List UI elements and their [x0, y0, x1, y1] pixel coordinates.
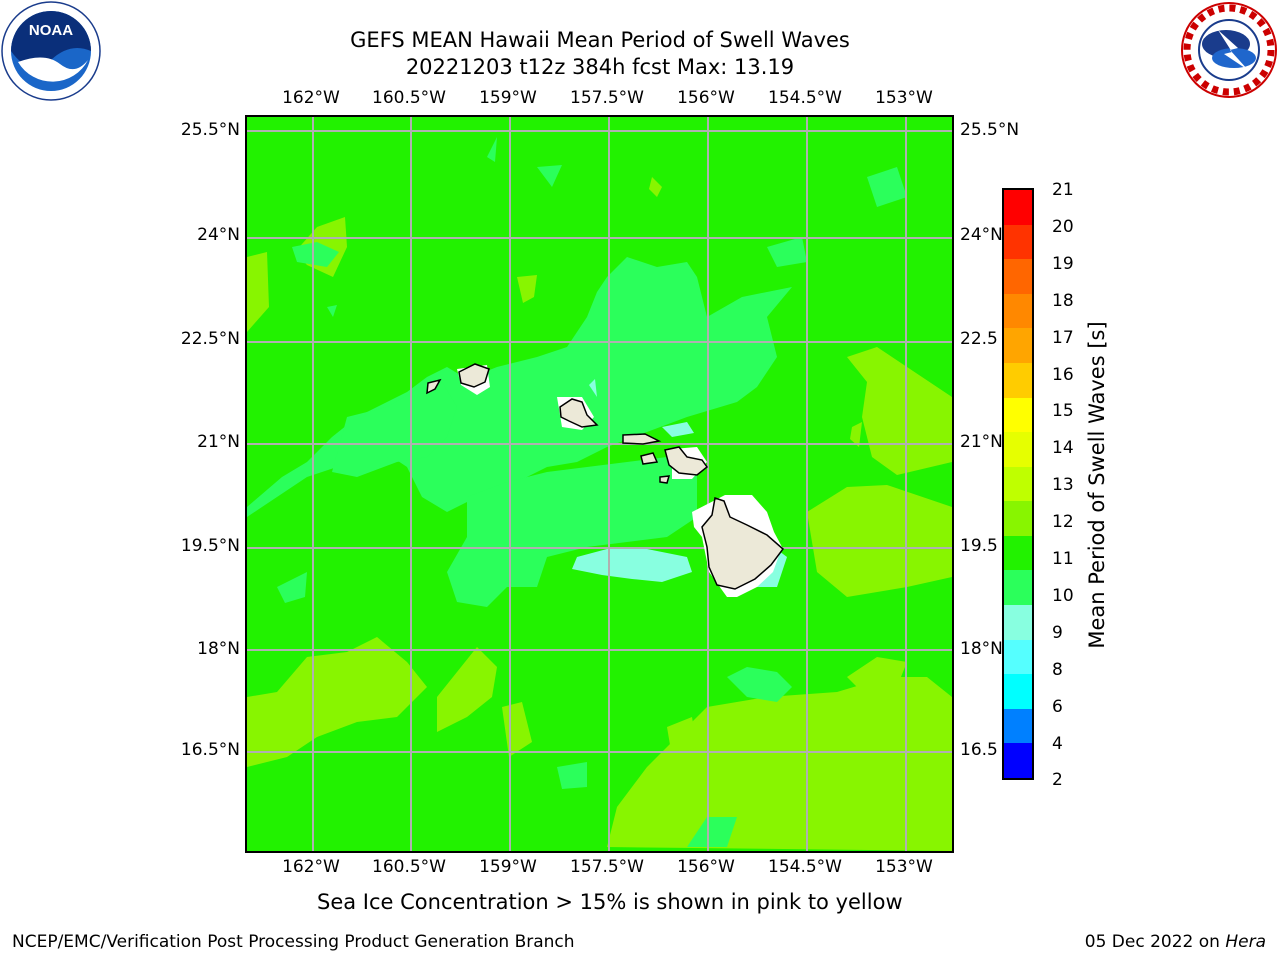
- map-panel: [245, 115, 954, 853]
- lat-tick-left: 24°N: [197, 225, 240, 245]
- kauai-island: [458, 363, 490, 388]
- lat-tick-left: 18°N: [197, 639, 240, 659]
- niihau-island: [426, 378, 442, 395]
- date-value: 05 Dec 2022 on: [1084, 932, 1220, 952]
- molokai-island: [622, 433, 662, 445]
- colorbar-segment: [1004, 224, 1032, 260]
- colorbar-label: 18: [1052, 290, 1074, 311]
- colorbar-label: 13: [1052, 475, 1074, 496]
- colorbar-label: 11: [1052, 549, 1074, 569]
- colorbar-label: 14: [1052, 438, 1074, 459]
- host-name: Hera: [1225, 932, 1266, 952]
- colorbar-segment: [1004, 501, 1032, 537]
- colorbar-segment: [1004, 639, 1032, 675]
- colorbar-segment: [1004, 535, 1032, 571]
- lon-tick-top: 153°W: [875, 88, 933, 108]
- date-text: 05 Dec 2022 on Hera: [1085, 932, 1266, 952]
- colorbar-segment: [1004, 605, 1032, 641]
- sea-ice-note-text: Sea Ice Concentration > 15% is shown in …: [317, 890, 903, 914]
- lon-tick-bottom: 160.5°W: [372, 857, 446, 877]
- lon-tick-top: 157.5°W: [570, 88, 644, 108]
- lat-tick-right: 22.5: [960, 329, 998, 349]
- lon-tick-top: 159°W: [479, 88, 537, 108]
- lat-tick-left: 25.5°N: [180, 120, 240, 140]
- colorbar-segment: [1004, 190, 1032, 226]
- colorbar-label: 4: [1052, 733, 1063, 754]
- nws-logo-icon: [1181, 2, 1277, 98]
- colorbar-segment: [1004, 362, 1032, 399]
- colorbar-title: Mean Period of Swell Waves [s]: [1085, 321, 1109, 649]
- lon-tick-bottom: 157.5°W: [570, 857, 644, 877]
- lon-tick-top: 162°W: [282, 88, 340, 108]
- hawaiian-islands: [426, 363, 785, 597]
- colorbar-segment: [1004, 743, 1032, 778]
- maui-island: [664, 446, 709, 476]
- lat-tick-right: 19.5: [960, 536, 998, 556]
- colorbar-label: 19: [1052, 253, 1074, 274]
- lat-tick-left: 16.5°N: [180, 740, 240, 760]
- lanai-island: [640, 452, 659, 465]
- lat-tick-left: 22.5°N: [180, 329, 240, 349]
- colorbar-segment: [1004, 293, 1032, 329]
- colorbar-label: 20: [1052, 216, 1074, 237]
- noaa-logo-text: NOAA: [29, 22, 73, 39]
- colorbar: [1002, 188, 1034, 780]
- colorbar-label: 6: [1052, 696, 1063, 717]
- colorbar-segment: [1004, 328, 1032, 364]
- lat-tick-left: 19.5°N: [180, 536, 240, 556]
- lat-tick-right: 18°N: [960, 639, 1003, 659]
- lat-tick-right: 25.5°N: [960, 120, 1020, 140]
- oahu-island: [559, 398, 599, 428]
- colorbar-segment: [1004, 570, 1032, 606]
- lat-tick-left: 21°N: [197, 432, 240, 452]
- colorbar-segment: [1004, 432, 1032, 468]
- lon-tick-bottom: 159°W: [479, 857, 537, 877]
- big-island-hawaii: [701, 497, 785, 590]
- colorbar-label: 17: [1052, 327, 1074, 348]
- lon-tick-top: 160.5°W: [372, 88, 446, 108]
- lat-tick-right: 24°N: [960, 225, 1003, 245]
- chart-subtitle: 20221203 t12z 384h fcst Max: 13.19: [405, 55, 795, 79]
- colorbar-label: 21: [1052, 180, 1074, 200]
- lat-tick-right: 16.5: [960, 740, 998, 760]
- colorbar-segment: [1004, 466, 1032, 502]
- colorbar-label: 16: [1052, 364, 1074, 385]
- lon-tick-top: 156°W: [677, 88, 735, 108]
- colorbar-segment: [1004, 708, 1032, 744]
- colorbar-label: 12: [1052, 512, 1074, 533]
- colorbar-label: 2: [1052, 770, 1063, 791]
- credit-text: NCEP/EMC/Verification Post Processing Pr…: [12, 932, 575, 952]
- kahoolawe-island: [659, 475, 671, 484]
- lon-tick-bottom: 156°W: [677, 857, 735, 877]
- lon-tick-bottom: 154.5°W: [768, 857, 842, 877]
- colorbar-segment: [1004, 397, 1032, 433]
- swell-period-field: [247, 117, 952, 851]
- graticule: [247, 117, 952, 851]
- lon-tick-bottom: 153°W: [875, 857, 933, 877]
- noaa-logo: NOAA: [1, 1, 101, 101]
- colorbar-segment: [1004, 674, 1032, 710]
- lat-tick-right: 21°N: [960, 432, 1003, 452]
- colorbar-label: 10: [1052, 585, 1074, 606]
- colorbar-segment: [1004, 259, 1032, 295]
- chart-title: GEFS MEAN Hawaii Mean Period of Swell Wa…: [350, 28, 850, 52]
- lon-tick-bottom: 162°W: [282, 857, 340, 877]
- lon-tick-top: 154.5°W: [768, 88, 842, 108]
- colorbar-label: 15: [1052, 401, 1074, 422]
- colorbar-label: 9: [1052, 622, 1063, 643]
- colorbar-label: 8: [1052, 659, 1063, 680]
